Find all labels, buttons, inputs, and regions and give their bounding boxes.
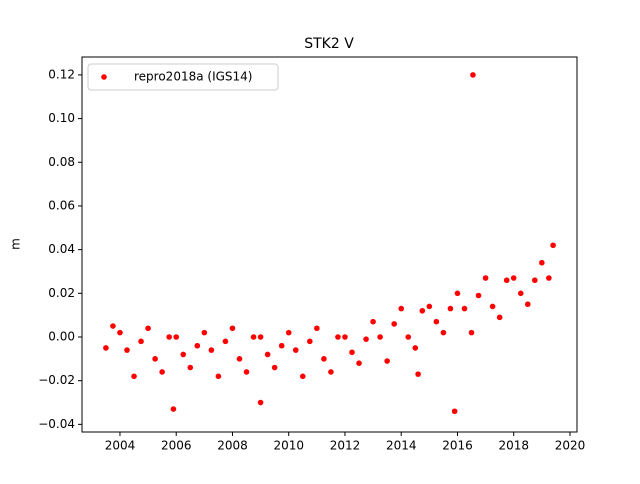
- data-point: [194, 342, 201, 349]
- data-point: [496, 314, 503, 321]
- data-point: [391, 321, 397, 327]
- data-point: [489, 303, 496, 310]
- legend-box: [87, 63, 279, 91]
- data-point: [138, 338, 144, 345]
- data-point: [321, 356, 327, 362]
- data-point: [110, 323, 116, 329]
- data-point: [377, 334, 383, 340]
- data-point: [159, 369, 165, 375]
- data-point: [117, 329, 123, 336]
- data-point: [201, 329, 208, 336]
- data-point: [335, 334, 341, 340]
- data-point: [482, 275, 489, 281]
- data-point: [180, 351, 187, 358]
- data-point: [257, 399, 264, 406]
- data-point: [187, 364, 194, 371]
- data-point: [307, 338, 313, 345]
- data-point: [433, 318, 440, 325]
- data-point: [398, 305, 405, 312]
- data-point: [356, 360, 362, 367]
- data-point: [236, 356, 243, 362]
- data-point: [173, 334, 180, 340]
- y-tick-label: −0.02: [38, 373, 75, 387]
- plot-frame: [81, 56, 578, 433]
- data-point: [370, 318, 376, 325]
- data-point: [328, 369, 334, 375]
- data-point: [349, 349, 355, 356]
- data-point: [517, 290, 524, 297]
- y-tick-label: 0.08: [48, 155, 75, 169]
- data-point: [285, 329, 292, 336]
- data-point: [124, 347, 130, 353]
- data-point: [426, 303, 433, 310]
- x-tick-label: 2012: [330, 439, 361, 453]
- data-point: [415, 371, 421, 377]
- data-point: [454, 290, 461, 297]
- x-tick-label: 2004: [105, 439, 136, 453]
- y-tick-label: 0.00: [48, 329, 75, 343]
- data-point: [405, 334, 412, 340]
- y-tick-label: −0.04: [38, 417, 75, 431]
- data-point: [419, 307, 426, 314]
- y-tick-label: 0.10: [48, 111, 75, 125]
- data-point: [222, 338, 229, 345]
- data-point: [342, 334, 348, 340]
- data-point: [278, 342, 285, 349]
- data-point: [145, 325, 151, 332]
- y-tick-label: 0.06: [48, 198, 75, 212]
- data-point: [468, 329, 475, 336]
- data-point: [103, 345, 109, 351]
- data-point: [475, 292, 482, 299]
- data-point: [208, 347, 215, 353]
- x-tick-label: 2014: [386, 439, 417, 453]
- data-point: [131, 373, 137, 380]
- data-point: [546, 275, 552, 281]
- data-point: [264, 351, 271, 358]
- y-tick-label: 0.12: [48, 67, 75, 81]
- data-point: [503, 277, 510, 284]
- data-point: [440, 329, 447, 336]
- x-tick-label: 2018: [498, 439, 529, 453]
- chart-title: STK2 V: [304, 36, 354, 52]
- data-point: [461, 305, 468, 312]
- data-point: [271, 364, 278, 371]
- data-point: [447, 305, 454, 312]
- data-point: [384, 358, 390, 364]
- data-point: [510, 275, 517, 281]
- data-point: [215, 373, 222, 380]
- x-tick-label: 2008: [217, 439, 248, 453]
- data-point: [229, 325, 236, 332]
- legend-marker: [101, 74, 107, 80]
- data-point: [299, 373, 306, 380]
- data-point: [550, 242, 556, 249]
- legend-label: repro2018a (IGS14): [134, 70, 252, 84]
- data-point: [412, 345, 419, 351]
- data-point: [539, 259, 545, 266]
- y-tick-label: 0.02: [48, 286, 75, 300]
- data-point: [152, 356, 158, 362]
- data-point: [166, 334, 172, 340]
- y-tick-label: 0.04: [48, 242, 75, 256]
- data-point: [292, 347, 299, 353]
- x-tick-label: 2006: [161, 439, 192, 453]
- data-point: [170, 406, 177, 412]
- data-point: [363, 336, 369, 342]
- data-point: [470, 72, 476, 78]
- x-tick-label: 2020: [555, 439, 586, 453]
- data-point: [314, 325, 320, 332]
- data-point: [250, 334, 257, 340]
- data-point: [257, 334, 264, 340]
- y-axis-label: m: [9, 238, 23, 250]
- data-point: [451, 408, 458, 415]
- x-tick-label: 2010: [273, 439, 304, 453]
- data-point: [243, 369, 250, 375]
- data-point: [524, 301, 531, 308]
- data-point: [532, 277, 538, 284]
- x-tick-label: 2016: [442, 439, 473, 453]
